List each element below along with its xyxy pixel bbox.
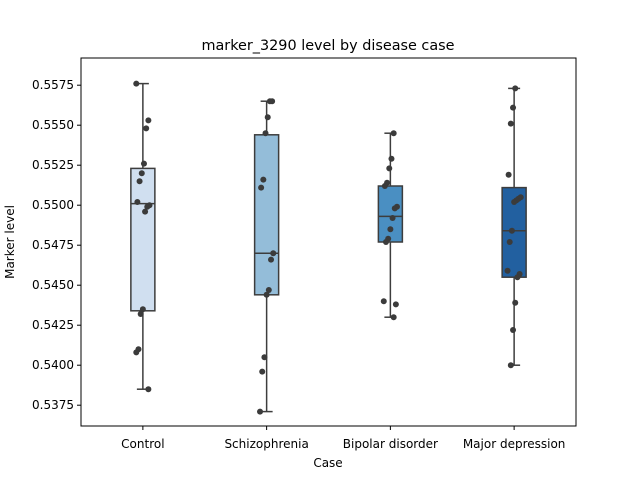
- iqr-box: [130, 167, 156, 312]
- data-point: [145, 117, 152, 124]
- data-point: [387, 226, 394, 233]
- chart-title: marker_3290 level by disease case: [201, 38, 454, 54]
- y-tick-label: 0.5550: [32, 118, 74, 132]
- data-point: [133, 80, 140, 87]
- data-point: [511, 199, 518, 205]
- data-point: [504, 267, 511, 274]
- data-point: [257, 408, 264, 415]
- data-point: [380, 298, 387, 305]
- data-point: [270, 250, 277, 257]
- y-tick-label: 0.5475: [32, 238, 74, 252]
- y-axis: 0.5375 0.5400 0.5425 0.5450 0.5475 0.5500 0.55…: [32, 78, 81, 412]
- data-point: [510, 104, 517, 111]
- y-tick-label: 0.5450: [32, 278, 74, 292]
- data-point: [138, 170, 145, 177]
- data-point: [134, 199, 141, 205]
- x-tick-label: Major depression: [463, 437, 566, 451]
- x-axis: Control Schizophrenia Bipolar disorder Majo…: [121, 426, 565, 451]
- data-point: [508, 227, 515, 234]
- data-point: [133, 349, 140, 356]
- y-tick-label: 0.5425: [32, 318, 74, 332]
- iqr-box: [253, 134, 280, 296]
- x-tick-label: Schizophrenia: [224, 437, 308, 451]
- data-point: [505, 171, 512, 178]
- x-tick-label: Bipolar disorder: [343, 437, 438, 451]
- data-point: [390, 314, 397, 321]
- data-point: [389, 215, 396, 221]
- plot-area-frame: [80, 57, 577, 427]
- data-point: [390, 130, 397, 137]
- data-point: [514, 274, 521, 281]
- data-point: [266, 98, 273, 105]
- data-point: [143, 125, 150, 132]
- data-point: [506, 239, 513, 245]
- data-point: [265, 287, 272, 293]
- data-point: [145, 386, 152, 393]
- y-tick-label: 0.5400: [32, 358, 74, 372]
- data-point: [507, 362, 514, 369]
- x-tick-label: Control: [121, 437, 164, 451]
- y-tick-label: 0.5375: [32, 398, 74, 412]
- data-point: [392, 301, 399, 308]
- data-point: [388, 155, 395, 162]
- data-point: [136, 178, 143, 185]
- data-point: [268, 256, 275, 263]
- data-point: [259, 368, 266, 375]
- data-point: [381, 183, 388, 189]
- data-point: [137, 311, 144, 317]
- data-point: [382, 239, 389, 245]
- data-point: [391, 205, 398, 212]
- data-point: [144, 203, 151, 210]
- data-point: [512, 299, 519, 306]
- x-axis-label: Case: [313, 456, 342, 470]
- data-point: [264, 114, 271, 121]
- box-control: [130, 82, 156, 390]
- data-point: [262, 130, 269, 137]
- data-point: [386, 165, 393, 172]
- data-point: [261, 354, 268, 361]
- data-point: [510, 327, 517, 333]
- y-axis-label: Marker level: [3, 205, 17, 279]
- data-point: [263, 291, 270, 298]
- data-point: [139, 306, 146, 313]
- points-layer: [133, 80, 524, 415]
- y-tick-label: 0.5525: [32, 158, 74, 172]
- data-point: [142, 208, 149, 215]
- iqr-box: [377, 185, 404, 243]
- data-point: [260, 176, 267, 183]
- y-tick-label: 0.5500: [32, 198, 74, 212]
- data-point: [512, 85, 519, 92]
- data-point: [258, 184, 265, 191]
- data-point: [507, 120, 514, 127]
- y-tick-label: 0.5575: [32, 78, 74, 92]
- box-bipolar-disorder: [377, 132, 404, 318]
- data-point: [140, 160, 147, 167]
